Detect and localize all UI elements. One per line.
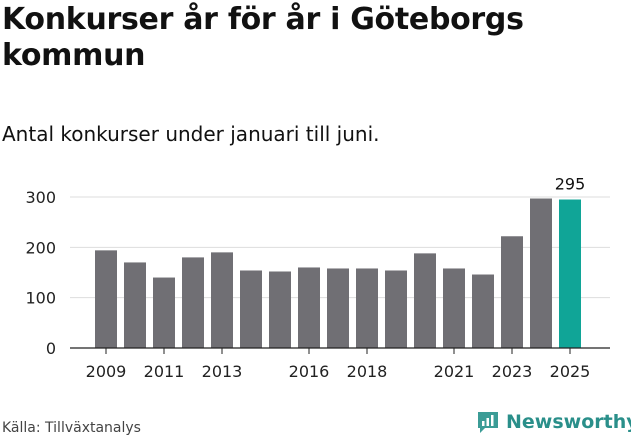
bar-2013	[211, 252, 233, 348]
brand-logo: Newsworthy	[476, 408, 631, 436]
data-labels: 295	[555, 175, 586, 194]
bar-2021	[443, 268, 465, 348]
data-label-2025: 295	[555, 175, 586, 194]
bar-2009	[95, 250, 117, 348]
x-tick-label-2011: 2011	[144, 362, 185, 381]
bar-2011	[153, 277, 175, 348]
bar-2010	[124, 262, 146, 348]
y-tick-labels: 0 100 200 300	[25, 188, 56, 358]
bar-2023	[501, 236, 523, 348]
bar-2014	[240, 270, 262, 348]
bar-2018	[356, 268, 378, 348]
bar-2022	[472, 274, 494, 348]
bar-2019	[385, 270, 407, 348]
bar-2025	[559, 199, 581, 348]
y-tick-label-300: 300	[25, 188, 56, 207]
bar-2024	[530, 198, 552, 348]
chart-subtitle: Antal konkurser under januari till juni.	[2, 122, 380, 146]
x-tick-label-2021: 2021	[434, 362, 475, 381]
bar-2017	[327, 268, 349, 348]
y-tick-label-100: 100	[25, 289, 56, 308]
y-tick-label-0: 0	[46, 339, 56, 358]
bars	[95, 198, 581, 348]
x-tick-label-2009: 2009	[86, 362, 127, 381]
x-tick-label-2023: 2023	[492, 362, 533, 381]
y-tick-label-200: 200	[25, 238, 56, 257]
bar-2015	[269, 271, 291, 348]
x-tick-label-2013: 2013	[202, 362, 243, 381]
x-tick-labels: 2009 2011 2013 2016 2018 2021 2023 2025	[86, 348, 591, 381]
x-tick-label-2025: 2025	[550, 362, 591, 381]
bar-2016	[298, 267, 320, 348]
x-tick-label-2018: 2018	[347, 362, 388, 381]
x-tick-label-2016: 2016	[289, 362, 330, 381]
bar-2012	[182, 257, 204, 348]
newsworthy-logo-icon	[478, 412, 498, 433]
chart-title: Konkurser år för år i Göteborgs kommun	[2, 2, 524, 73]
bar-2020	[414, 253, 436, 348]
brand-name: Newsworthy	[506, 411, 631, 433]
source-note: Källa: Tillväxtanalys	[2, 420, 141, 436]
